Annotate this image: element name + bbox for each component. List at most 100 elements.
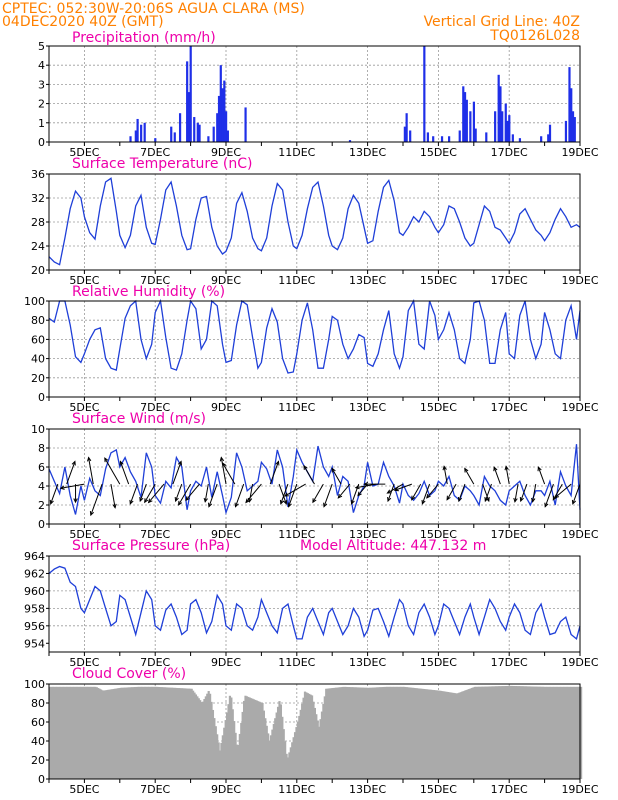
- cloud-bar: [540, 686, 543, 779]
- cloud-bar: [211, 709, 215, 779]
- precip-bar: [426, 132, 429, 142]
- cloud-bar: [366, 687, 369, 779]
- cloud-bar: [570, 686, 573, 779]
- cloud-bar: [199, 700, 202, 779]
- precip-bar: [129, 136, 132, 142]
- x-tick-label: 13DEC: [349, 656, 386, 669]
- cloud-bar: [473, 686, 476, 779]
- panel-1: Precipitation (mm/h) 0 1 2 3 4 5 5DEC 7DEC 9DEC 11…: [38, 30, 599, 159]
- cloud-bar: [152, 686, 155, 779]
- cloud-bar: [135, 686, 138, 779]
- cloud-bar: [381, 687, 384, 779]
- cloud-bar: [183, 688, 186, 779]
- x-tick-label: 11DEC: [278, 401, 315, 414]
- cloud-bar: [550, 686, 553, 779]
- cloud-bar: [179, 688, 182, 779]
- cloud-bar: [97, 687, 100, 779]
- precip-bar: [154, 138, 157, 142]
- precip-bar: [511, 134, 514, 142]
- x-tick-label: 19DEC: [561, 401, 598, 414]
- cloud-bar: [98, 688, 101, 779]
- cloud-bar: [333, 687, 336, 779]
- cloud-bar: [88, 686, 91, 779]
- cloud-bar: [64, 686, 67, 779]
- y-tick-label: 40: [31, 735, 45, 748]
- precip-bar: [219, 65, 222, 142]
- cloud-bar: [376, 687, 379, 779]
- wind-vector: [337, 483, 351, 499]
- cloud-bar: [189, 688, 192, 779]
- cloud-bar: [166, 687, 169, 779]
- wind-arrowhead: [119, 460, 124, 466]
- cloud-bar: [148, 686, 151, 779]
- cloud-bar: [434, 690, 437, 779]
- precip-bar: [405, 113, 408, 142]
- wind-arrowhead: [234, 502, 239, 508]
- precip-bar: [225, 111, 228, 142]
- cloud-bar: [318, 726, 321, 779]
- x-tick-label: 11DEC: [278, 656, 315, 669]
- wind-arrowhead: [493, 466, 498, 472]
- x-tick-label: 17DEC: [491, 274, 528, 287]
- cloud-bar: [295, 727, 298, 779]
- cloud-bar: [272, 723, 275, 779]
- cloud-bar: [478, 686, 481, 779]
- cloud-bar: [312, 701, 315, 779]
- cloud-bar: [187, 688, 190, 779]
- cloud-bar: [427, 689, 430, 779]
- y-tick-label: 20: [31, 372, 45, 385]
- y-tick-label: 960: [24, 585, 45, 598]
- wind-arrowhead: [421, 499, 426, 505]
- precip-bar: [540, 136, 543, 142]
- cloud-bar: [373, 687, 376, 779]
- cloud-bar: [111, 689, 114, 779]
- x-tick-label: 7DEC: [140, 401, 170, 414]
- cloud-bar: [141, 686, 144, 779]
- cloud-bar: [180, 688, 183, 779]
- wind-vector: [446, 483, 457, 500]
- wind-vector: [323, 483, 333, 507]
- cloud-bar: [291, 742, 294, 779]
- cloud-bar: [121, 687, 124, 779]
- cloud-bar: [99, 689, 103, 779]
- panel-title: Relative Humidity (%): [72, 284, 225, 300]
- cloud-bar: [462, 691, 465, 779]
- y-tick-label: 20: [31, 264, 45, 277]
- cloud-bar: [346, 686, 349, 779]
- wind-arrowhead: [129, 499, 134, 505]
- wind-arrowhead: [442, 465, 447, 471]
- cloud-bar: [448, 692, 451, 779]
- cloud-bar: [128, 687, 131, 779]
- cloud-bar: [390, 686, 393, 779]
- cloud-bar: [218, 750, 222, 779]
- panel-6: Cloud Cover (%) 0 20 40 60 80 100 5DEC 7DEC 9DEC 1…: [24, 666, 599, 796]
- wind-vector: [421, 483, 431, 505]
- cloud-bar: [101, 690, 104, 779]
- precip-bar: [186, 61, 189, 142]
- wind-arrowhead: [544, 502, 549, 508]
- cloud-bar: [360, 687, 363, 779]
- cloud-bar: [169, 687, 172, 779]
- wind-vector: [185, 483, 200, 501]
- cloud-bar: [54, 686, 57, 779]
- y-tick-label: 954: [24, 637, 45, 650]
- precip-bar: [508, 115, 511, 142]
- x-tick-label: 15DEC: [420, 656, 457, 669]
- precip-bar: [216, 113, 219, 142]
- wind-arrowhead: [71, 460, 76, 466]
- wind-arrowhead: [312, 498, 317, 504]
- cloud-bar: [320, 711, 324, 779]
- cloud-bar: [109, 689, 113, 779]
- cloud-bar: [267, 733, 270, 779]
- cloud-bar: [395, 686, 399, 779]
- cloud-bar: [572, 686, 576, 779]
- cloud-bar: [255, 700, 258, 779]
- wind-arrowhead: [464, 467, 469, 473]
- x-tick-label: 9DEC: [211, 146, 241, 159]
- cloud-bar: [282, 729, 285, 779]
- cloud-bar: [327, 688, 331, 779]
- y-tick-label: 5: [38, 40, 45, 53]
- wind-vector: [235, 483, 245, 507]
- cloud-bar: [305, 692, 308, 779]
- cloud-bar: [568, 686, 571, 779]
